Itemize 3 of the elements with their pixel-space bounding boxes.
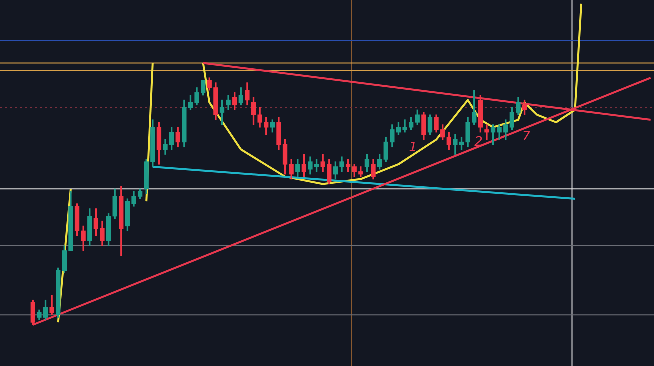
- annotation: 2: [474, 135, 483, 150]
- annotation: 1: [409, 140, 418, 156]
- annotation: 7: [522, 130, 532, 145]
